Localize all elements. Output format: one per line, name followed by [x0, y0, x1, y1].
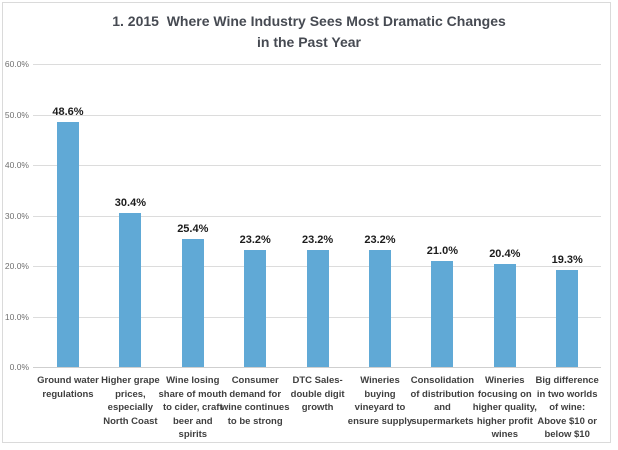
gridline	[33, 114, 601, 116]
x-category-label: Consolidation of distribution and superm…	[410, 375, 475, 427]
y-tick-label: 0.0%	[9, 362, 29, 372]
bar	[369, 249, 391, 367]
bar-value-label: 48.6%	[52, 105, 84, 118]
x-category-label: DTC Sales- double digit growth	[290, 375, 345, 413]
y-tick-label: 50.0%	[4, 109, 29, 120]
bar-value-label: 23.2%	[301, 233, 334, 246]
x-category-label: Big difference in two worlds of wine: Ab…	[535, 375, 599, 440]
gridline	[33, 165, 601, 166]
bar-value-label: 20.4%	[489, 247, 521, 260]
bar-value-label: 19.3%	[551, 253, 583, 266]
chart-title-line1: 1. 2015 Where Wine Industry Sees Most Dr…	[112, 13, 506, 29]
x-category-label: Wine losing share of mouth to cider, cra…	[158, 375, 228, 440]
bar-value-label: 23.2%	[239, 233, 271, 246]
x-category-label: Wineries buying vineyard to ensure suppl…	[347, 375, 413, 427]
x-category-label: Wineries focusing on higher quality, hig…	[472, 375, 537, 440]
x-axis-line	[33, 367, 601, 368]
y-tick-label: 10.0%	[4, 311, 29, 322]
y-tick-label: 20.0%	[4, 261, 29, 271]
chart-title-line2: in the Past Year	[256, 34, 361, 50]
y-tick-label: 40.0%	[4, 160, 29, 170]
bar	[57, 121, 79, 367]
bar	[556, 269, 579, 367]
bar	[306, 249, 329, 367]
bar-value-label: 21.0%	[426, 244, 458, 257]
bar	[431, 260, 454, 367]
y-tick-label: 30.0%	[4, 210, 29, 221]
x-category-label: Ground water regulations	[37, 375, 99, 400]
gridline	[33, 64, 601, 65]
chart-frame	[2, 2, 611, 443]
bar	[119, 213, 142, 367]
bar-value-label: 23.2%	[364, 233, 396, 246]
x-category-label: Consumer demand for wine continues to be…	[220, 375, 290, 427]
x-category-label: Higher grape prices, especially North Co…	[101, 375, 160, 427]
y-tick-label: 60.0%	[4, 59, 29, 69]
bar	[181, 238, 204, 367]
bar-value-label: 25.4%	[177, 222, 209, 235]
chart-title: 1. 2015 Where Wine Industry Sees Most Dr…	[0, 11, 618, 53]
bar-value-label: 30.4%	[114, 197, 146, 210]
gridline	[33, 215, 601, 217]
bar	[493, 263, 516, 367]
bar	[244, 249, 267, 367]
